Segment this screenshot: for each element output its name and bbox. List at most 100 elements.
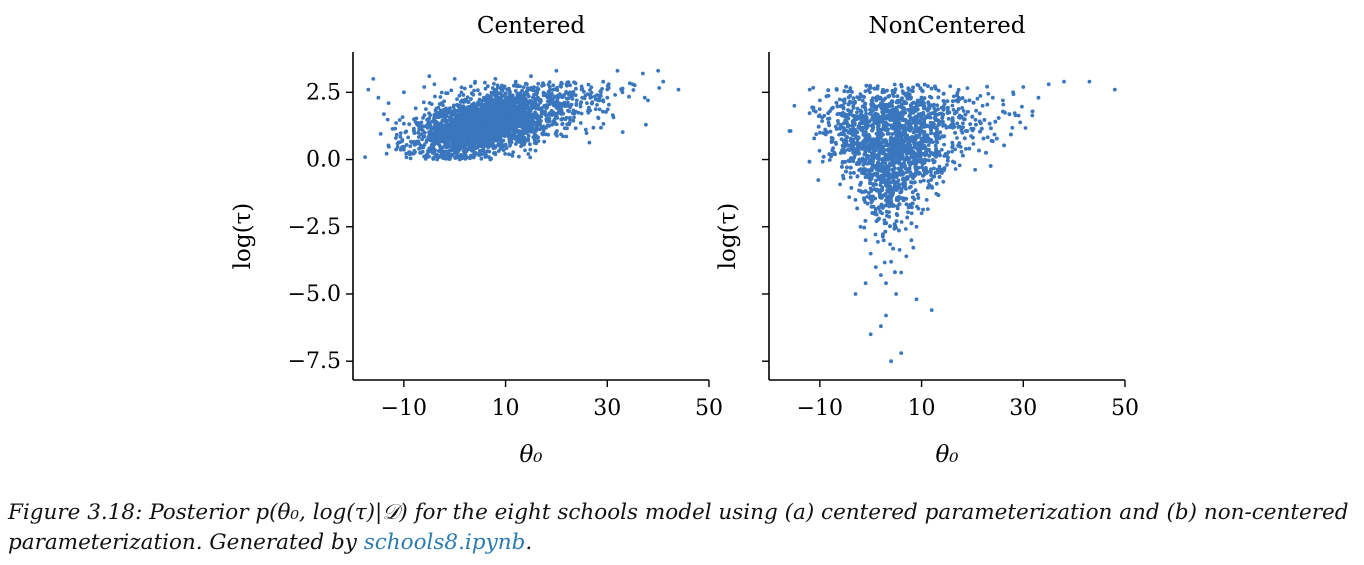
scatter-point bbox=[916, 144, 921, 149]
scatter-point bbox=[928, 115, 933, 120]
scatter-point bbox=[421, 135, 426, 140]
scatter-point bbox=[478, 92, 482, 96]
scatter-point bbox=[457, 103, 461, 108]
scatter-point bbox=[489, 136, 493, 141]
scatter-point bbox=[925, 207, 930, 212]
scatter-point bbox=[447, 111, 452, 115]
scatter-point bbox=[826, 88, 831, 93]
scatter-point bbox=[418, 144, 423, 149]
scatter-point bbox=[504, 127, 509, 131]
scatter-point bbox=[982, 118, 987, 122]
scatter-point bbox=[926, 84, 930, 89]
scatter-point bbox=[950, 103, 955, 108]
scatter-point bbox=[928, 140, 932, 144]
scatter-point bbox=[864, 111, 868, 116]
scatter-point bbox=[415, 139, 420, 144]
scatter-point bbox=[390, 126, 395, 131]
scatter-point bbox=[422, 85, 427, 89]
scatter-point bbox=[921, 178, 926, 183]
scatter-point bbox=[509, 121, 514, 126]
scatter-point bbox=[404, 143, 409, 147]
scatter-point bbox=[448, 155, 452, 160]
scatter-point bbox=[465, 108, 470, 113]
scatter-point bbox=[523, 148, 527, 153]
scatter-point bbox=[975, 96, 980, 101]
scatter-point bbox=[566, 108, 570, 113]
scatter-point bbox=[489, 130, 494, 135]
scatter-point bbox=[528, 147, 533, 152]
scatter-point bbox=[874, 182, 878, 187]
scatter-point bbox=[866, 155, 870, 159]
scatter-point bbox=[412, 117, 416, 122]
scatter-point bbox=[987, 121, 992, 126]
scatter-point bbox=[807, 159, 812, 164]
scatter-point bbox=[816, 114, 821, 119]
scatter-point bbox=[586, 82, 591, 87]
scatter-point bbox=[493, 102, 498, 107]
scatter-point bbox=[924, 124, 929, 129]
scatter-point bbox=[513, 79, 518, 84]
scatter-point bbox=[536, 87, 541, 92]
scatter-point bbox=[597, 107, 602, 112]
scatter-point bbox=[546, 89, 551, 94]
scatter-point bbox=[946, 116, 951, 121]
scatter-point bbox=[605, 95, 610, 100]
scatter-point bbox=[420, 124, 425, 128]
scatter-point bbox=[483, 109, 488, 114]
scatter-point bbox=[846, 89, 850, 94]
scatter-point bbox=[597, 96, 602, 100]
scatter-point bbox=[550, 88, 555, 92]
scatter-point bbox=[449, 131, 454, 135]
x-tick-label: 50 bbox=[695, 396, 723, 421]
scatter-point bbox=[916, 103, 921, 108]
scatter-point bbox=[877, 216, 881, 221]
scatter-point bbox=[910, 201, 915, 206]
scatter-point bbox=[961, 153, 965, 158]
scatter-point bbox=[456, 133, 460, 138]
scatter-point bbox=[452, 149, 457, 154]
scatter-point bbox=[565, 122, 570, 127]
scatter-point bbox=[899, 162, 904, 167]
scatter-point bbox=[834, 126, 839, 131]
scatter-point bbox=[948, 84, 953, 89]
scatter-point bbox=[908, 173, 913, 178]
scatter-point bbox=[963, 112, 968, 117]
scatter-point bbox=[896, 160, 901, 165]
scatter-point bbox=[905, 137, 910, 141]
x-tick-label: 30 bbox=[593, 396, 621, 421]
scatter-point bbox=[427, 101, 432, 105]
scatter-point bbox=[881, 144, 886, 149]
scatter-point bbox=[827, 158, 832, 162]
scatter-point bbox=[835, 104, 840, 109]
scatter-point bbox=[475, 119, 480, 124]
scatter-point bbox=[865, 201, 870, 206]
scatter-point bbox=[933, 126, 938, 130]
scatter-point bbox=[402, 90, 406, 95]
scatter-point bbox=[554, 104, 559, 108]
scatter-point bbox=[973, 117, 978, 122]
scatter-point bbox=[461, 134, 465, 138]
scatter-point bbox=[961, 109, 966, 113]
scatter-point bbox=[565, 126, 569, 131]
panel-title: Centered bbox=[477, 13, 585, 39]
scatter-point bbox=[518, 91, 523, 95]
scatter-point bbox=[951, 159, 955, 164]
scatter-point bbox=[445, 141, 450, 145]
scatter-point bbox=[485, 84, 490, 89]
scatter-point bbox=[551, 119, 555, 124]
scatter-point bbox=[890, 132, 895, 136]
scatter-point bbox=[499, 138, 504, 142]
scatter-point bbox=[582, 96, 587, 101]
scatter-point bbox=[431, 131, 436, 135]
scatter-point bbox=[850, 113, 855, 118]
scatter-point bbox=[1013, 113, 1018, 118]
scatter-point bbox=[842, 112, 846, 117]
scatter-point bbox=[462, 136, 467, 141]
scatter-point bbox=[955, 136, 959, 140]
scatter-point bbox=[542, 139, 547, 144]
scatter-point bbox=[438, 108, 443, 113]
scatter-point bbox=[472, 136, 477, 141]
scatter-point bbox=[1030, 113, 1035, 118]
scatter-point bbox=[588, 93, 592, 97]
scatter-point bbox=[644, 122, 648, 127]
